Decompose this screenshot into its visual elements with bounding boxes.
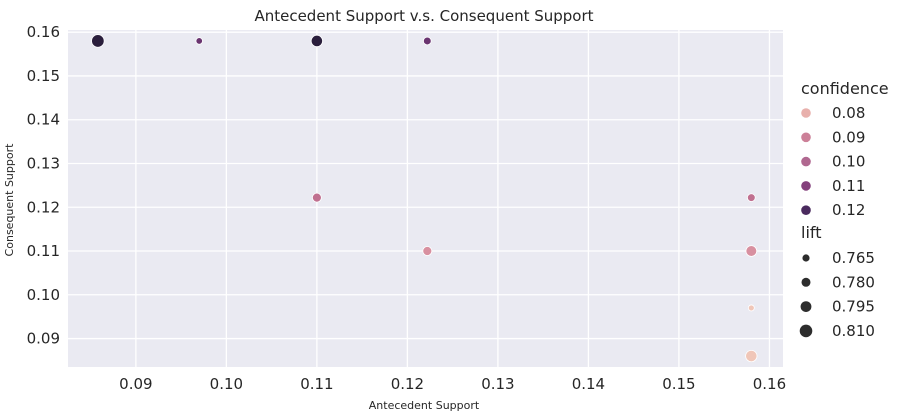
- legend-hue-marker: [801, 132, 811, 143]
- legend-size-marker: [799, 324, 813, 338]
- data-point: [422, 246, 433, 256]
- chart-title: Antecedent Support v.s. Consequent Suppo…: [254, 7, 593, 25]
- data-points: [91, 34, 758, 363]
- data-point: [747, 193, 756, 202]
- legend-size-marker: [800, 301, 812, 312]
- y-tick-label: 0.15: [27, 67, 60, 85]
- data-point: [310, 34, 323, 48]
- data-point: [311, 192, 322, 203]
- data-point: [423, 36, 432, 46]
- x-tick-label: 0.09: [119, 375, 152, 393]
- legend-size-marker: [802, 254, 810, 262]
- y-tick-label: 0.11: [27, 242, 60, 260]
- y-tick-label: 0.10: [27, 286, 60, 304]
- data-point: [745, 245, 758, 257]
- y-tick-label: 0.09: [27, 330, 60, 348]
- legend-hue-entries: 0.08 0.09 0.10 0.11 0.12: [801, 104, 865, 219]
- legend-hue-label: 0.09: [832, 128, 865, 146]
- legend: confidence 0.08 0.09 0.10 0.11 0.12 lift 0.7…: [799, 79, 889, 340]
- data-point: [91, 34, 105, 48]
- legend-size-label: 0.765: [832, 249, 875, 267]
- x-tick-label: 0.14: [572, 375, 605, 393]
- legend-hue-title: confidence: [801, 79, 889, 98]
- legend-size-label: 0.810: [832, 322, 875, 340]
- x-tick-label: 0.13: [481, 375, 514, 393]
- legend-hue-label: 0.12: [832, 201, 865, 219]
- x-tick-label: 0.16: [753, 375, 786, 393]
- y-tick-label: 0.14: [27, 111, 60, 129]
- x-tick-label: 0.12: [391, 375, 424, 393]
- x-tick-label: 0.10: [210, 375, 243, 393]
- legend-hue-marker: [801, 205, 811, 215]
- x-tick-label: 0.11: [300, 375, 333, 393]
- legend-size-label: 0.795: [832, 298, 875, 316]
- legend-hue-marker: [801, 181, 811, 191]
- legend-size-marker: [801, 277, 811, 287]
- y-axis-label: Consequent Support: [3, 143, 16, 257]
- legend-hue-marker: [801, 156, 811, 167]
- x-tick-labels: 0.09 0.10 0.11 0.12 0.13 0.14 0.15 0.16: [119, 375, 786, 393]
- legend-hue-marker: [801, 108, 811, 118]
- y-tick-labels: 0.09 0.10 0.11 0.12 0.13 0.14 0.15 0.16: [27, 23, 60, 347]
- y-tick-label: 0.16: [27, 23, 60, 41]
- data-point: [195, 37, 203, 45]
- data-point: [745, 349, 758, 363]
- legend-hue-label: 0.11: [832, 177, 865, 195]
- legend-hue-label: 0.08: [832, 104, 865, 122]
- y-tick-label: 0.13: [27, 154, 60, 172]
- legend-size-entries: 0.765 0.780 0.795 0.810: [799, 249, 875, 340]
- grid: [68, 30, 783, 367]
- legend-hue-label: 0.10: [832, 153, 865, 171]
- x-tick-label: 0.15: [662, 375, 695, 393]
- y-tick-label: 0.12: [27, 198, 60, 216]
- data-point: [747, 304, 755, 312]
- legend-size-label: 0.780: [832, 273, 875, 291]
- legend-size-title: lift: [801, 223, 822, 242]
- x-axis-label: Antecedent Support: [369, 399, 480, 412]
- plot-background: [68, 30, 783, 367]
